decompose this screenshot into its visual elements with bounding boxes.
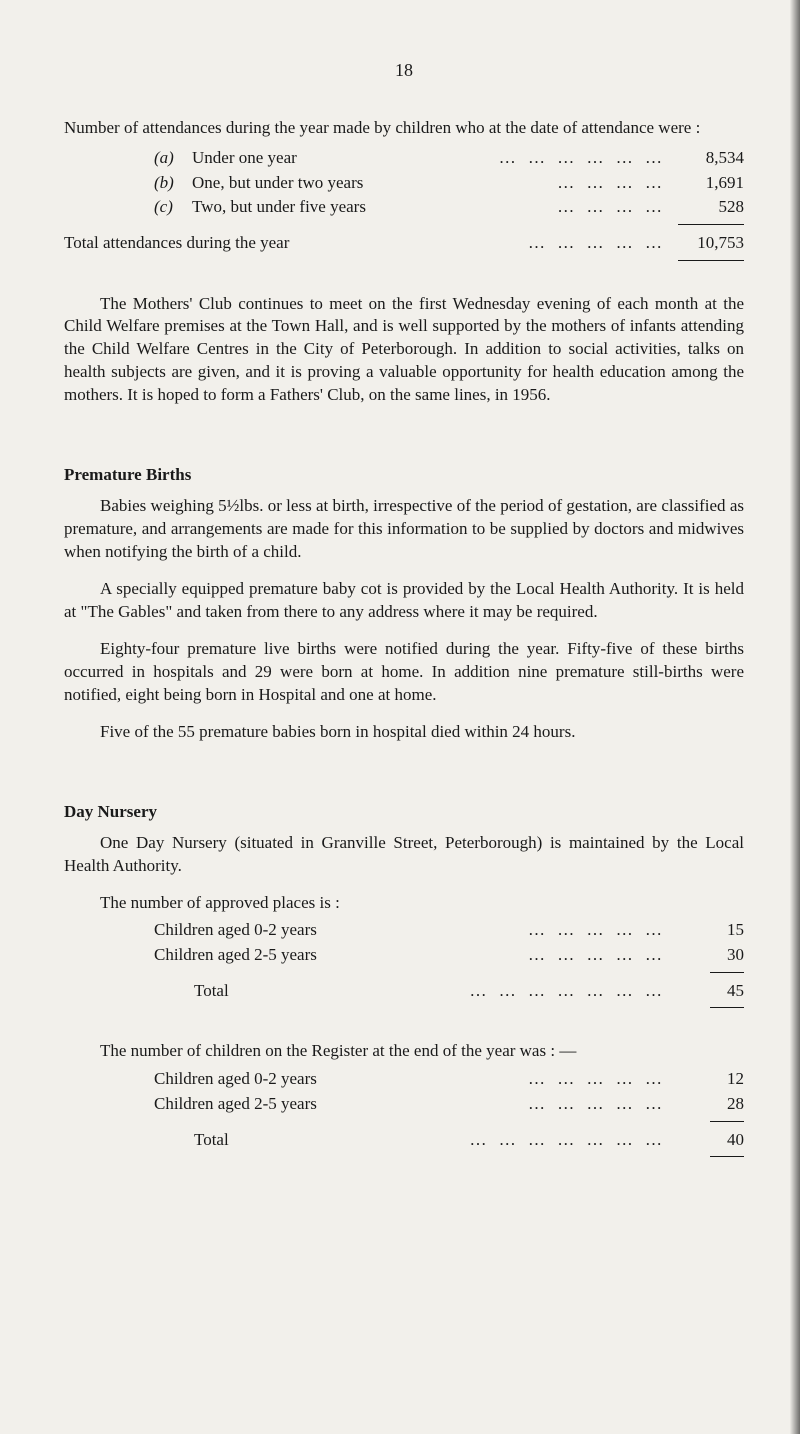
rule — [678, 224, 744, 225]
approved-row-label: Children aged 2-5 years — [154, 943, 522, 968]
dash — [710, 1121, 744, 1122]
mothers-club-paragraph: The Mothers' Club continues to meet on t… — [64, 293, 744, 408]
dots: … … … … … … … — [464, 979, 673, 1004]
approved-total-label: Total — [194, 979, 464, 1004]
register-row-0: Children aged 0-2 years … … … … … 12 — [64, 1067, 744, 1092]
day-p1: One Day Nursery (situated in Granville S… — [64, 832, 744, 878]
day-nursery-heading: Day Nursery — [64, 802, 744, 822]
dots: … … … … … — [522, 943, 672, 968]
approved-row-1: Children aged 2-5 years … … … … … 30 — [64, 943, 744, 968]
register-row-value: 28 — [672, 1092, 744, 1117]
approved-total-row: Total … … … … … … … 45 — [64, 979, 744, 1004]
register-row-value: 12 — [672, 1067, 744, 1092]
approved-label: The number of approved places is : — [64, 892, 744, 915]
att-row-a: (a) Under one year … … … … … … 8,534 — [64, 146, 744, 171]
dash — [710, 1156, 744, 1157]
page: 18 Number of attendances during the year… — [0, 0, 800, 1434]
approved-row-value: 15 — [672, 918, 744, 943]
att-total-row: Total attendances during the year … … … … — [64, 231, 744, 256]
register-row-label: Children aged 2-5 years — [154, 1092, 522, 1117]
att-value: 528 — [672, 195, 744, 220]
att-total-label: Total attendances during the year — [64, 231, 522, 256]
dots: … … … … … — [522, 231, 672, 256]
register-row-label: Children aged 0-2 years — [154, 1067, 522, 1092]
att-row-b: (b) One, but under two years … … … … 1,6… — [64, 171, 744, 196]
prem-p1: Babies weighing 5½lbs. or less at birth,… — [64, 495, 744, 564]
approved-row-value: 30 — [672, 943, 744, 968]
page-edge-shadow — [790, 0, 800, 1434]
dots: … … … … — [551, 195, 672, 220]
premature-heading: Premature Births — [64, 465, 744, 485]
prem-p3: Eighty-four premature live births were n… — [64, 638, 744, 707]
register-row-1: Children aged 2-5 years … … … … … 28 — [64, 1092, 744, 1117]
att-letter: (c) — [154, 195, 192, 220]
prem-p4: Five of the 55 premature babies born in … — [64, 721, 744, 744]
register-label: The number of children on the Register a… — [64, 1040, 744, 1063]
att-label: Two, but under five years — [192, 195, 551, 220]
dots: … … … … … … — [493, 146, 672, 171]
dash — [710, 1007, 744, 1008]
approved-row-0: Children aged 0-2 years … … … … … 15 — [64, 918, 744, 943]
prem-p2: A specially equipped premature baby cot … — [64, 578, 744, 624]
dots: … … … … … — [522, 1067, 672, 1092]
approved-total-value: 45 — [672, 979, 744, 1004]
att-letter: (b) — [154, 171, 192, 196]
approved-row-label: Children aged 0-2 years — [154, 918, 522, 943]
att-letter: (a) — [154, 146, 192, 171]
dash — [710, 972, 744, 973]
dots: … … … … … — [522, 1092, 672, 1117]
att-label: One, but under two years — [192, 171, 551, 196]
register-total-value: 40 — [672, 1128, 744, 1153]
register-total-label: Total — [194, 1128, 464, 1153]
att-value: 1,691 — [672, 171, 744, 196]
att-row-c: (c) Two, but under five years … … … … 52… — [64, 195, 744, 220]
attendance-intro: Number of attendances during the year ma… — [64, 117, 744, 140]
dots: … … … … … — [522, 918, 672, 943]
att-label: Under one year — [192, 146, 493, 171]
att-total-value: 10,753 — [672, 231, 744, 256]
dots: … … … … … … … — [464, 1128, 673, 1153]
register-total-row: Total … … … … … … … 40 — [64, 1128, 744, 1153]
att-value: 8,534 — [672, 146, 744, 171]
rule — [678, 260, 744, 261]
page-number: 18 — [64, 60, 744, 81]
dots: … … … … — [551, 171, 672, 196]
